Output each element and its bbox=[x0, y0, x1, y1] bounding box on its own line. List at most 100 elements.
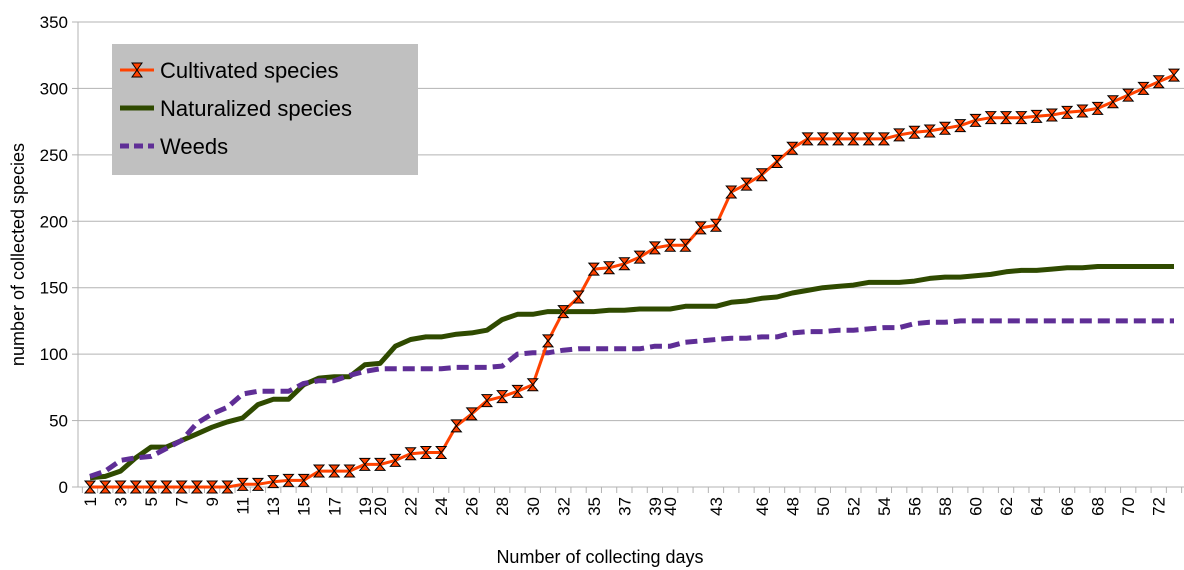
y-axis-title: number of collected species bbox=[8, 143, 28, 366]
data-point bbox=[679, 238, 692, 252]
series-line-1 bbox=[89, 264, 1174, 481]
data-point bbox=[267, 475, 280, 489]
series-layer bbox=[83, 68, 1181, 494]
x-tick-label: 15 bbox=[295, 497, 314, 516]
data-point bbox=[572, 290, 585, 304]
x-tick-label: 22 bbox=[402, 497, 421, 516]
data-point bbox=[206, 480, 219, 494]
data-point bbox=[618, 257, 631, 271]
axes bbox=[77, 22, 1184, 493]
data-point bbox=[770, 155, 784, 168]
data-point bbox=[1030, 109, 1043, 123]
x-tick-label: 60 bbox=[967, 497, 986, 516]
data-point bbox=[1152, 75, 1165, 89]
data-point bbox=[99, 480, 112, 494]
legend: Cultivated species Naturalized species Wee… bbox=[112, 44, 418, 175]
data-point bbox=[1167, 68, 1181, 82]
data-point bbox=[465, 407, 478, 421]
x-tick-label: 66 bbox=[1058, 497, 1077, 516]
x-tick-label: 30 bbox=[524, 497, 543, 516]
legend-marker bbox=[131, 62, 143, 78]
legend-item: Naturalized species bbox=[120, 96, 352, 121]
series-line-0 bbox=[90, 73, 1175, 489]
data-point bbox=[908, 125, 921, 139]
data-point bbox=[312, 464, 326, 478]
data-point bbox=[603, 261, 616, 275]
data-point bbox=[999, 111, 1013, 125]
x-axis-title: Number of collecting days bbox=[496, 547, 703, 567]
y-tick-label: 100 bbox=[40, 345, 68, 364]
series-line-2 bbox=[89, 318, 1174, 479]
legend-label: Cultivated species bbox=[160, 58, 339, 83]
x-tick-label: 54 bbox=[875, 497, 894, 516]
data-point bbox=[282, 473, 295, 487]
x-tick-label: 11 bbox=[234, 497, 253, 515]
data-point bbox=[1106, 95, 1119, 109]
y-tick-labels: 0 50 100 150 200 250 300 350 bbox=[40, 13, 68, 497]
data-point bbox=[541, 334, 555, 348]
x-tick-label: 7 bbox=[173, 497, 192, 506]
x-tick-label: 5 bbox=[142, 497, 161, 506]
y-tick-label: 150 bbox=[40, 279, 68, 298]
data-point bbox=[587, 262, 600, 276]
x-tick-label: 68 bbox=[1089, 497, 1108, 516]
x-tick-label: 70 bbox=[1119, 497, 1138, 516]
data-point bbox=[1015, 111, 1028, 125]
x-tick-label: 24 bbox=[432, 497, 451, 516]
data-point bbox=[389, 453, 402, 467]
x-tick-label: 50 bbox=[814, 497, 833, 516]
data-point bbox=[664, 238, 677, 252]
data-point bbox=[251, 477, 265, 491]
legend-label: Naturalized species bbox=[160, 96, 352, 121]
data-point bbox=[786, 141, 799, 155]
data-point bbox=[145, 480, 158, 494]
data-point bbox=[893, 128, 906, 142]
x-tick-label: 62 bbox=[997, 497, 1016, 516]
x-tick-label: 20 bbox=[371, 497, 390, 516]
x-tick-label: 39 bbox=[646, 497, 665, 516]
data-point bbox=[236, 477, 249, 491]
y-tick-label: 0 bbox=[59, 478, 68, 497]
data-point bbox=[374, 457, 387, 471]
data-point bbox=[557, 305, 570, 319]
data-point bbox=[816, 132, 829, 146]
data-point bbox=[480, 394, 494, 408]
data-point bbox=[938, 121, 952, 135]
y-tick-label: 350 bbox=[40, 13, 68, 32]
x-tick-label: 48 bbox=[783, 497, 802, 516]
data-point bbox=[862, 132, 875, 146]
legend-box bbox=[112, 44, 418, 175]
data-point bbox=[923, 124, 936, 138]
data-point bbox=[435, 445, 448, 459]
x-tick-label: 40 bbox=[661, 497, 680, 516]
x-tick-label: 52 bbox=[844, 497, 863, 516]
y-tick-label: 300 bbox=[40, 79, 68, 98]
data-point bbox=[847, 132, 860, 146]
data-point bbox=[526, 378, 539, 392]
data-point bbox=[114, 480, 127, 494]
data-point bbox=[1061, 105, 1074, 119]
x-tick-label: 9 bbox=[203, 497, 222, 506]
data-point bbox=[83, 480, 97, 494]
data-point bbox=[648, 241, 661, 255]
x-tick-label: 35 bbox=[585, 497, 604, 516]
data-point bbox=[969, 113, 982, 127]
x-tick-label: 3 bbox=[112, 497, 131, 506]
data-point bbox=[511, 384, 524, 398]
data-point bbox=[1045, 108, 1058, 122]
y-tick-label: 200 bbox=[40, 212, 68, 231]
data-point bbox=[297, 473, 310, 487]
data-point bbox=[221, 480, 234, 494]
data-point bbox=[343, 464, 356, 478]
data-point bbox=[1122, 88, 1135, 102]
x-tick-label: 13 bbox=[264, 497, 283, 516]
y-tick-label: 50 bbox=[49, 412, 68, 431]
data-point bbox=[984, 111, 997, 125]
legend-item: Cultivated species bbox=[120, 58, 339, 83]
data-point bbox=[160, 480, 173, 494]
data-point bbox=[1091, 101, 1104, 115]
data-point bbox=[404, 447, 417, 461]
x-tick-label: 56 bbox=[905, 497, 924, 516]
